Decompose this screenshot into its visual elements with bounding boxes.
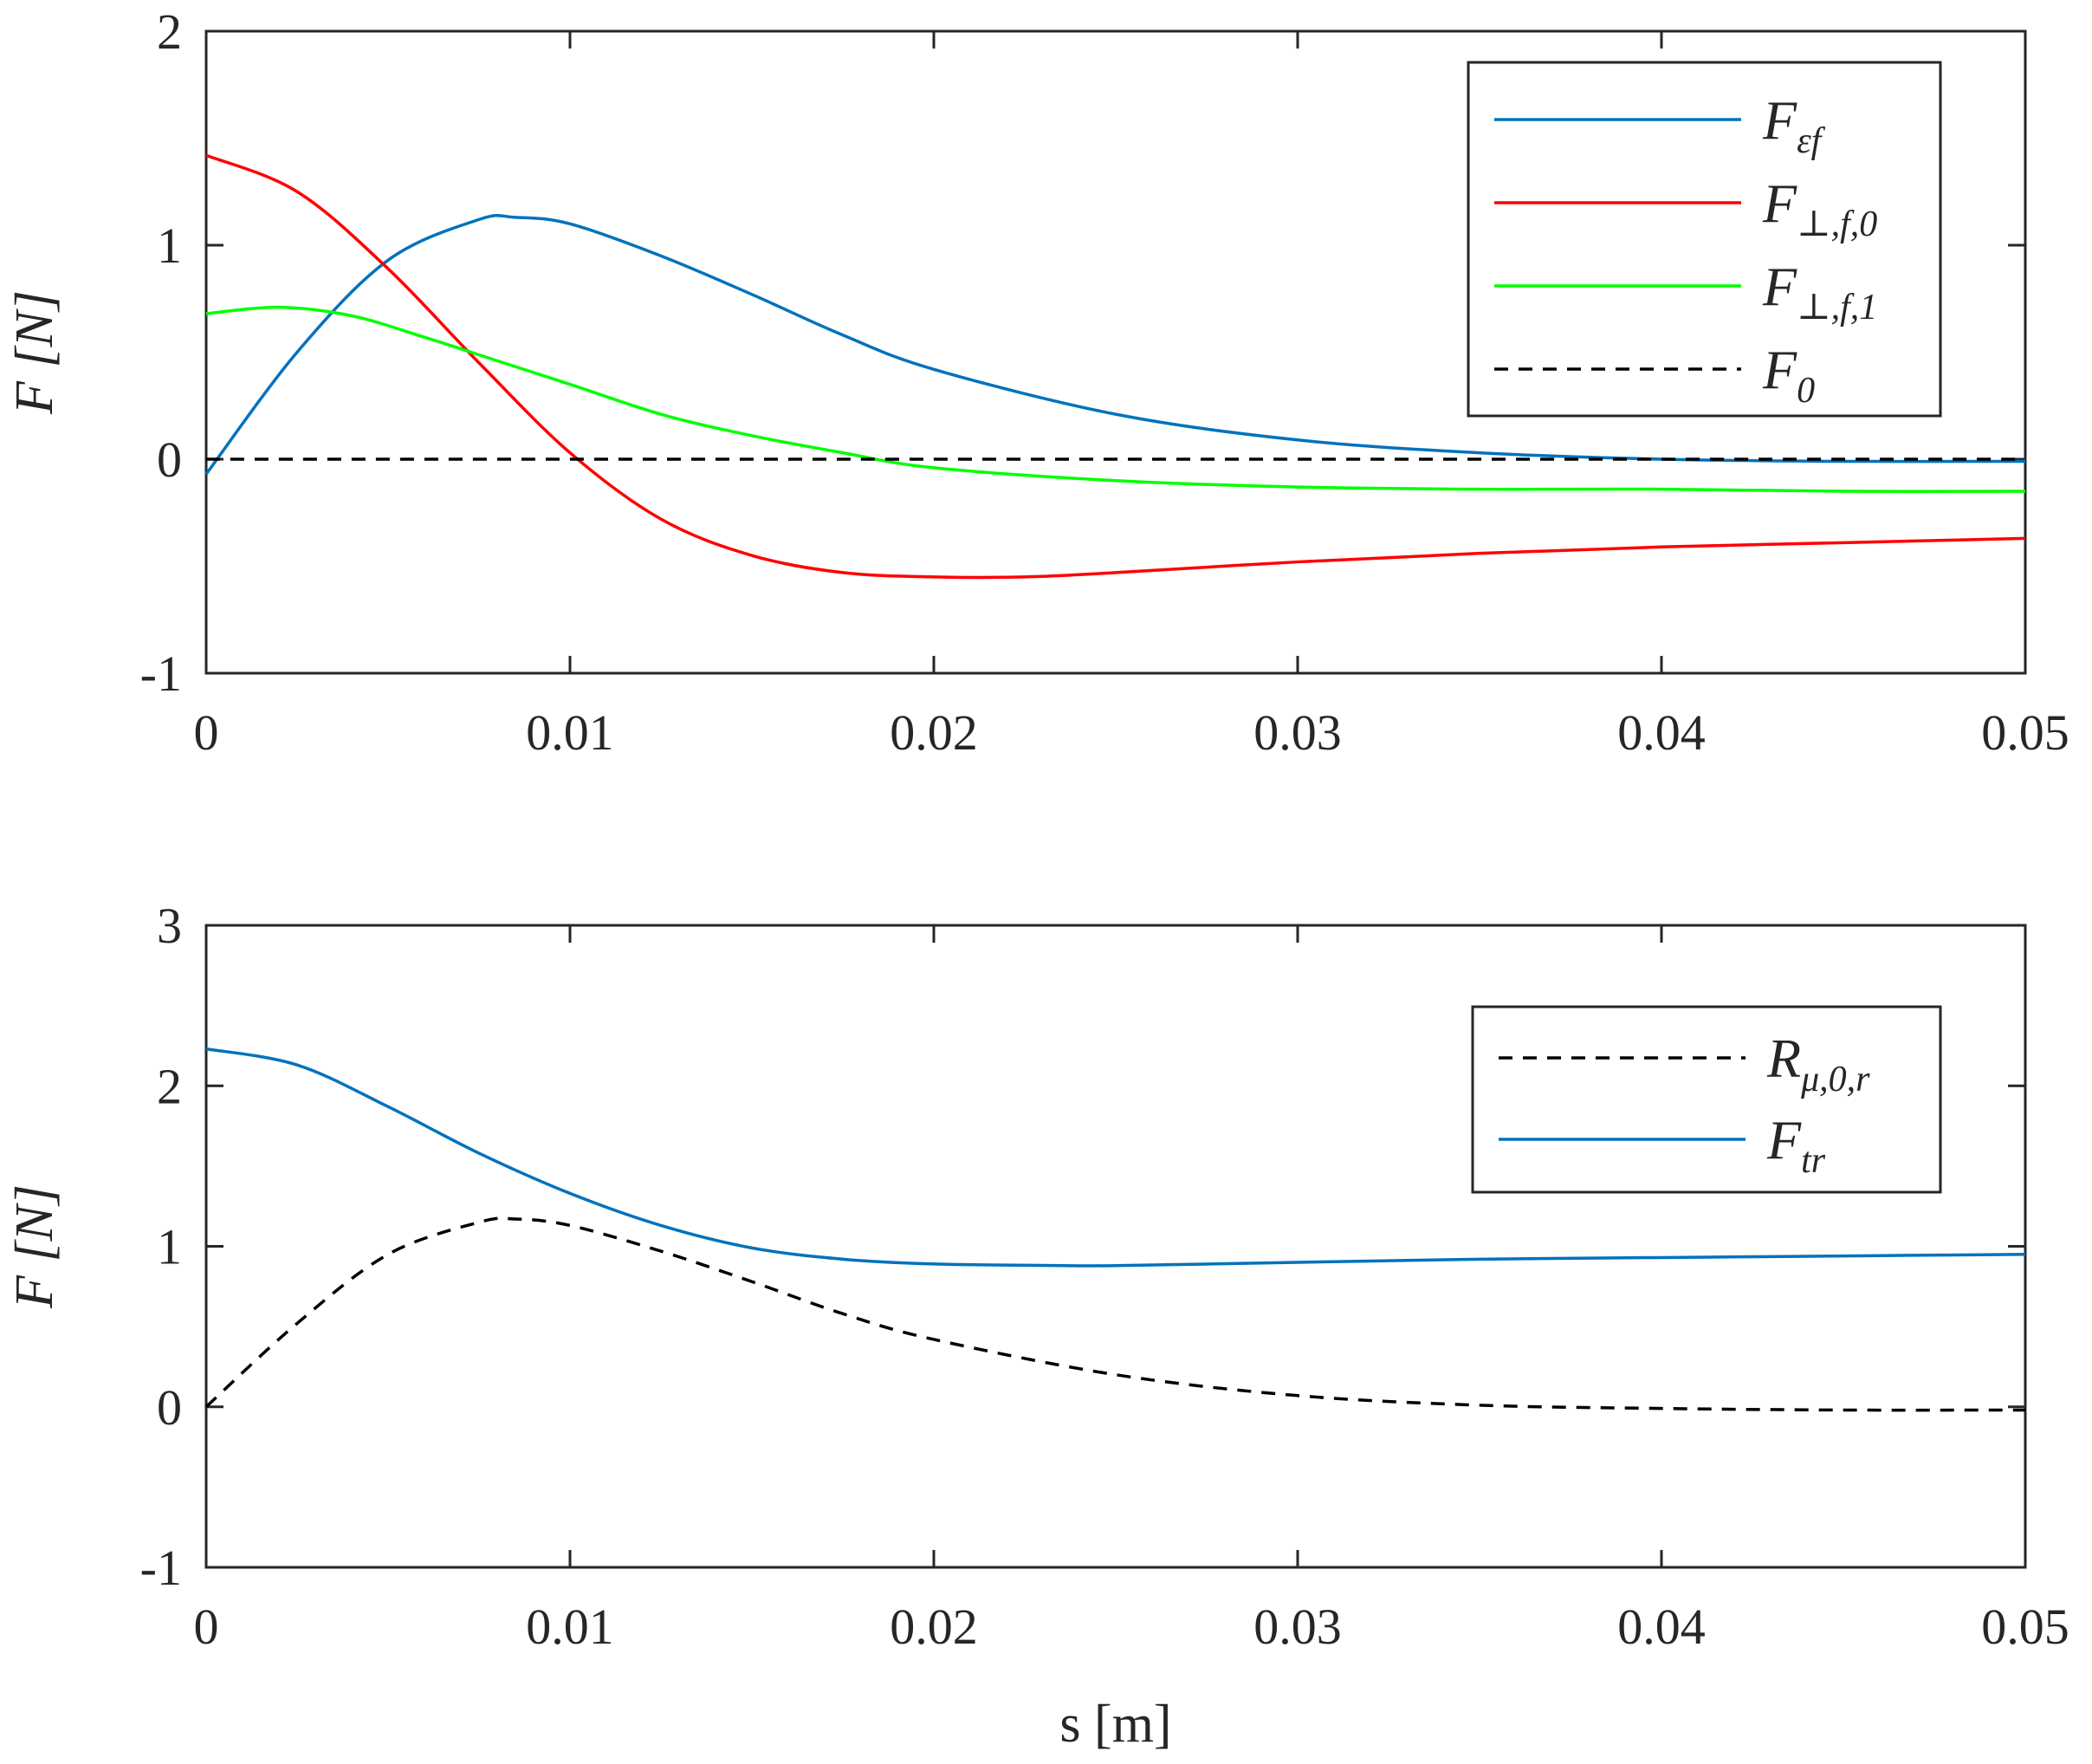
top-chart-series-f-f-0	[205, 153, 2026, 580]
top-chart-legend-label-f-f-1: F⊥,f,1	[1762, 256, 1877, 328]
bottom-chart-series-r-0-r	[204, 1216, 2026, 1412]
top-chart-legend-label-f-f-0: F⊥,f,0	[1762, 172, 1877, 244]
top-chart-y-tick-label: -1	[140, 645, 182, 702]
top-chart-y-axis-label: F [N]	[5, 290, 64, 415]
bottom-chart-y-tick-label: 1	[157, 1219, 182, 1275]
bottom-chart-x-axis-label: s [m]	[1059, 1695, 1171, 1754]
top-chart-series-lines	[204, 153, 2026, 580]
bottom-chart-y-tick-label: 0	[157, 1379, 182, 1436]
bottom-chart-x-tick-labels: 0 0.01 0.02 0.03 0.04 0.05	[194, 1599, 2069, 1655]
bottom-chart-series-f-tr	[205, 1047, 2026, 1268]
bottom-chart-x-tick-label: 0.05	[1981, 1599, 2069, 1655]
bottom-chart-y-tick-label: 3	[157, 898, 182, 954]
bottom-chart-x-tick-label: 0.02	[890, 1599, 978, 1655]
top-chart-y-tick-label: 2	[157, 3, 182, 60]
top-chart-y-tick-label: 1	[157, 217, 182, 274]
top-chart-legend-box	[1467, 61, 1942, 418]
bottom-chart-ticks	[204, 924, 2027, 1569]
bottom-chart-legend-label-r-0-r: Rμ,0,r	[1766, 1028, 1870, 1099]
bottom-chart-x-tick-label: 0	[194, 1599, 219, 1655]
bottom-chart-y-tick-label: -1	[140, 1540, 182, 1596]
bottom-chart-x-tick-label: 0.04	[1617, 1599, 1706, 1655]
top-chart-x-tick-labels: 0 0.01 0.02 0.03 0.04 0.05	[194, 704, 2069, 761]
bottom-chart-x-tick-label: 0.03	[1253, 1599, 1342, 1655]
bottom-chart-legend-box	[1471, 1005, 1942, 1194]
top-chart-legend: Fεf F⊥,f,0 F⊥,f,1 F0	[1467, 61, 1942, 418]
bottom-chart-legend: Rμ,0,r Ftr	[1471, 1005, 1942, 1194]
top-chart-x-tick-label: 0.02	[890, 704, 978, 761]
top-chart-series-f-f-1	[205, 305, 2026, 493]
bottom-chart-y-axis-label: F [N]	[5, 1184, 64, 1309]
top-chart-x-tick-label: 0.01	[526, 704, 614, 761]
bottom-chart-series-lines	[204, 1047, 2026, 1412]
top-chart-x-tick-label: 0.05	[1981, 704, 2069, 761]
top-chart-legend-label-f-f: Fεf	[1762, 89, 1826, 161]
bottom-chart-legend-label-f-tr: Ftr	[1766, 1109, 1826, 1181]
bottom-chart-y-tick-label: 2	[157, 1058, 182, 1114]
bottom-chart-x-tick-label: 0.01	[526, 1599, 614, 1655]
bottom-chart-y-tick-labels: -1 0 1 2 3	[140, 898, 182, 1596]
top-chart-y-tick-labels: -1 0 1 2	[140, 3, 182, 702]
top-chart-legend-label-f-0: F0	[1762, 339, 1815, 411]
top-chart-x-tick-label: 0	[194, 704, 219, 761]
top-chart-x-tick-label: 0.04	[1617, 704, 1706, 761]
top-chart-x-tick-label: 0.03	[1253, 704, 1342, 761]
top-chart-y-tick-label: 0	[157, 431, 182, 488]
